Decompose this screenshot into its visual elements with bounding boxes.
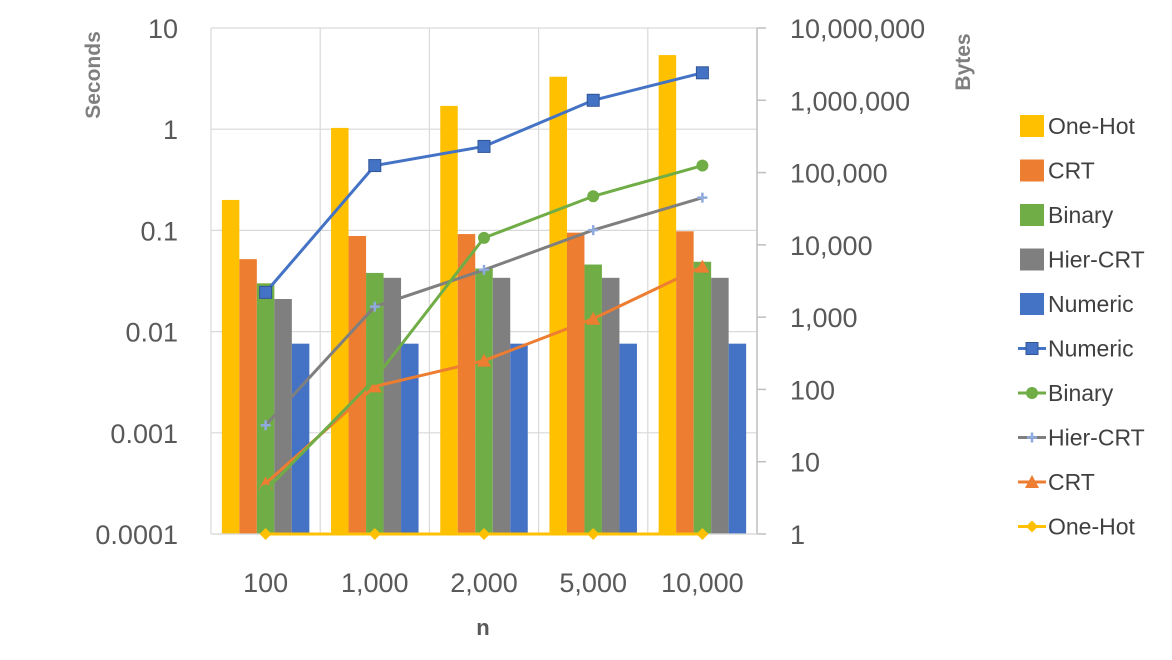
marker-crt xyxy=(367,379,382,393)
bar-hier-crt xyxy=(274,298,292,534)
y2-tick-label: 10,000,000 xyxy=(790,14,925,44)
bar-one-hot xyxy=(221,199,240,534)
marker-binary xyxy=(259,484,272,497)
legend-label: Hier-CRT xyxy=(1048,247,1145,273)
legend-swatch xyxy=(1020,204,1044,226)
legend-label: Hier-CRT xyxy=(1048,425,1145,451)
bar-hier-crt xyxy=(492,277,511,534)
legend-swatch xyxy=(1020,248,1044,271)
bar-one-hot xyxy=(658,55,677,534)
y-tick-label: 0.01 xyxy=(125,318,178,348)
legend-label: One-Hot xyxy=(1048,514,1136,540)
legend-marker xyxy=(1026,387,1038,399)
bar-crt xyxy=(566,232,585,535)
y2-tick-label: 10 xyxy=(790,448,820,478)
bar-hier-crt xyxy=(383,277,402,534)
marker-crt xyxy=(477,353,491,367)
marker-numeric xyxy=(368,159,382,173)
marker-binary xyxy=(478,231,490,244)
legend-marker xyxy=(1026,520,1038,533)
bar-numeric xyxy=(728,343,747,534)
x-tick-label: 1,000 xyxy=(341,568,409,598)
marker-one-hot xyxy=(478,528,490,540)
y-tick-label: 0.001 xyxy=(110,419,178,449)
line-series xyxy=(258,66,710,540)
marker-binary xyxy=(368,372,381,385)
bar-numeric xyxy=(291,343,310,534)
bar-numeric xyxy=(619,343,637,534)
y2-tick-label: 10,000 xyxy=(790,231,873,261)
bar-numeric xyxy=(401,343,419,534)
bar-binary xyxy=(475,268,493,534)
marker-hier-crt xyxy=(369,301,380,312)
marker-hier-crt xyxy=(479,264,489,275)
bar-crt xyxy=(457,234,476,534)
legend-label: One-Hot xyxy=(1048,113,1136,139)
x-axis-title: n xyxy=(476,615,489,640)
x-tick-label: 2,000 xyxy=(450,568,518,598)
y2-tick-label: 100 xyxy=(790,375,835,405)
bars xyxy=(221,55,747,535)
legend-swatch xyxy=(1020,159,1044,182)
x-tick-label: 100 xyxy=(243,568,288,598)
y-tick-label: 10 xyxy=(148,14,178,44)
legend-label: Binary xyxy=(1048,202,1114,228)
bar-hier-crt xyxy=(711,277,729,534)
bar-crt xyxy=(676,231,694,535)
y-tick-label: 0.1 xyxy=(140,216,178,246)
legend-label: CRT xyxy=(1048,158,1095,184)
x-tick-label: 10,000 xyxy=(661,568,744,598)
marker-hier-crt xyxy=(697,192,708,203)
y-tick-label: 0.0001 xyxy=(95,520,178,550)
marker-one-hot xyxy=(368,528,381,540)
bar-binary xyxy=(256,283,275,534)
marker-binary xyxy=(587,190,600,203)
y2-tick-label: 1,000 xyxy=(790,303,858,333)
y2-tick-label: 100,000 xyxy=(790,159,888,189)
marker-crt xyxy=(586,311,601,325)
marker-one-hot xyxy=(696,528,709,540)
y-axis-title: Seconds xyxy=(82,31,105,119)
marker-numeric xyxy=(477,139,491,153)
legend-swatch xyxy=(1020,115,1044,137)
legend-label: Numeric xyxy=(1048,291,1134,317)
legend-marker xyxy=(1025,475,1039,488)
legend-swatch xyxy=(1020,293,1044,315)
bar-one-hot xyxy=(549,76,567,535)
y2-tick-label: 1,000,000 xyxy=(790,86,910,116)
y-tick-label: 1 xyxy=(163,115,178,145)
legend-label: Numeric xyxy=(1048,336,1134,362)
bar-binary xyxy=(584,264,602,534)
bar-one-hot xyxy=(331,127,349,534)
bar-one-hot xyxy=(440,105,458,534)
marker-numeric xyxy=(259,285,273,299)
legend-label: Binary xyxy=(1048,380,1114,406)
marker-hier-crt xyxy=(260,420,271,431)
bar-binary xyxy=(366,272,384,534)
y2-tick-label: 1 xyxy=(790,520,805,550)
bar-crt xyxy=(239,259,257,534)
bar-numeric xyxy=(510,343,528,534)
marker-crt xyxy=(695,259,710,273)
x-tick-label: 5,000 xyxy=(559,568,627,598)
marker-one-hot xyxy=(587,528,600,540)
marker-one-hot xyxy=(259,528,272,540)
bar-crt xyxy=(348,236,367,534)
marker-binary xyxy=(696,159,709,172)
bar-hier-crt xyxy=(601,277,620,534)
bar-binary xyxy=(693,261,712,534)
marker-hier-crt xyxy=(588,225,599,236)
legend-marker xyxy=(1027,432,1037,443)
legend-label: CRT xyxy=(1048,469,1095,495)
marker-numeric xyxy=(586,93,600,107)
y2-axis-title: Bytes xyxy=(952,33,975,90)
tick-labels: 0.0001 0.001 0.01 0.1 1 10 1 10 100 1,000 10,000 10… xyxy=(95,14,925,598)
legend-marker xyxy=(1025,342,1039,355)
legend: One-Hot CRT Binary Hier-CRT Numeric Numeric Bi… xyxy=(1018,113,1145,540)
marker-numeric xyxy=(695,66,709,80)
